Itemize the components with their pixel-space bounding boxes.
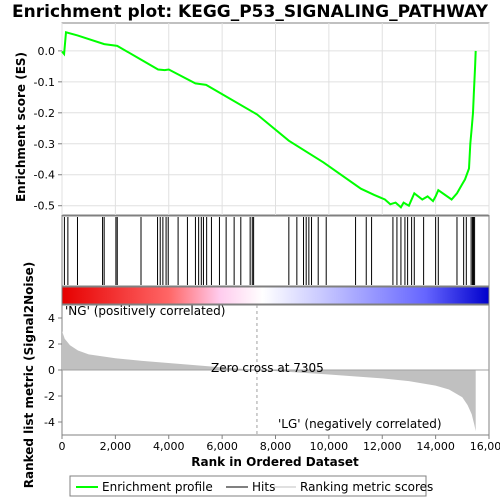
es-y-axis: 0.0 -0.1 -0.2 -0.3 -0.4 -0.5	[34, 45, 62, 213]
positive-correlation-label: 'NG' (positively correlated)	[65, 304, 225, 318]
x-tick-label: 8,000	[260, 440, 292, 453]
x-tick-label: 4,000	[153, 440, 185, 453]
metric-y-tick-label: -4	[44, 416, 55, 429]
chart-title: Enrichment plot: KEGG_P53_SIGNALING_PATH…	[12, 2, 489, 22]
legend-label-hits: Hits	[252, 480, 275, 494]
rank-color-bar	[62, 287, 489, 304]
x-tick-label: 6,000	[206, 440, 238, 453]
es-y-axis-title: Enrichment score (ES)	[14, 52, 28, 202]
legend-label-profile: Enrichment profile	[102, 480, 213, 494]
es-y-tick-label: -0.5	[34, 200, 55, 213]
es-y-tick-label: -0.3	[34, 138, 55, 151]
x-tick-label: 2,000	[100, 440, 132, 453]
x-axis: 0 2,000 4,000 6,000 8,000 10,000 12,000 14,000 1…	[59, 435, 500, 453]
metric-y-axis: 4 2 0 -2 -4	[44, 312, 62, 429]
x-tick-label: 12,000	[363, 440, 402, 453]
negative-correlation-label: 'LG' (negatively correlated)	[278, 417, 442, 431]
es-y-tick-label: -0.1	[34, 76, 55, 89]
metric-y-tick-label: -2	[44, 390, 55, 403]
metric-y-tick-label: 4	[48, 312, 55, 325]
legend-label-metric: Ranking metric scores	[300, 480, 433, 494]
legend: Enrichment profile Hits Ranking metric s…	[70, 476, 433, 496]
x-tick-label: 14,000	[416, 440, 455, 453]
x-tick-label: 10,000	[310, 440, 349, 453]
metric-y-tick-label: 0	[48, 364, 55, 377]
es-y-tick-label: 0.0	[38, 45, 56, 58]
metric-y-axis-title: Ranked list metric (Signal2Noise)	[22, 262, 36, 489]
metric-y-tick-label: 2	[48, 338, 55, 351]
hits-panel-frame	[62, 216, 489, 286]
x-tick-label: 16,000	[470, 440, 500, 453]
x-tick-label: 0	[59, 440, 66, 453]
es-y-tick-label: -0.4	[34, 169, 55, 182]
x-axis-title: Rank in Ordered Dataset	[191, 455, 359, 469]
zero-cross-label: Zero cross at 7305	[211, 361, 324, 375]
es-y-tick-label: -0.2	[34, 107, 55, 120]
